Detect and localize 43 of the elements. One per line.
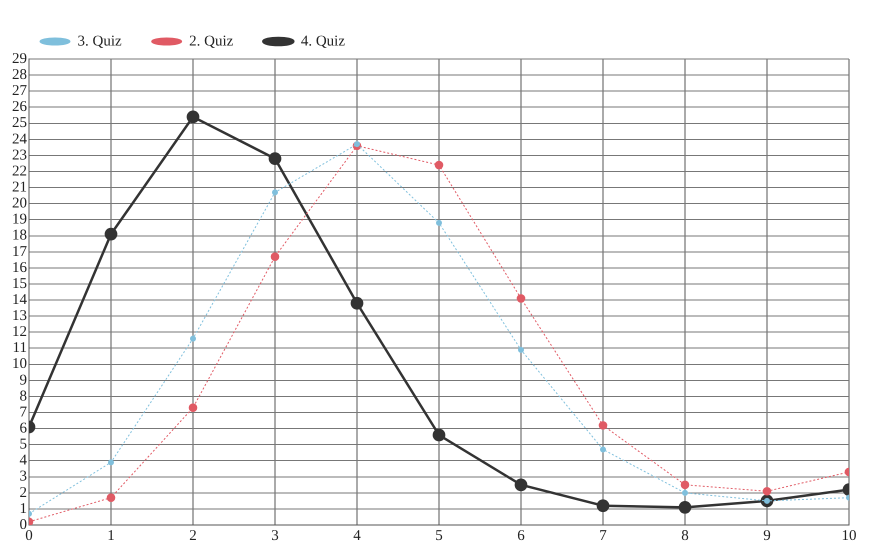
legend-label: 4. Quiz	[300, 33, 346, 50]
y-tick-label: 18	[12, 228, 27, 244]
y-tick-label: 12	[12, 324, 27, 340]
y-tick-label: 11	[12, 340, 27, 356]
x-tick-label: 9	[763, 528, 771, 544]
y-tick-label: 14	[12, 292, 28, 308]
y-tick-label: 6	[20, 420, 28, 437]
x-tick-label: 1	[107, 528, 115, 544]
y-tick-label: 9	[20, 372, 27, 388]
y-tick-label: 3	[20, 468, 27, 485]
y-tick-label: 1	[20, 500, 27, 517]
y-tick-label: 23	[12, 147, 27, 164]
x-tick-label: 5	[435, 528, 443, 544]
y-tick-label: 28	[12, 67, 27, 84]
y-tick-label: 17	[12, 244, 28, 260]
y-tick-label: 21	[12, 179, 27, 196]
y-tick-label: 8	[20, 388, 27, 404]
legend-label: 2. Quiz	[189, 33, 234, 50]
x-tick-label: 4	[353, 528, 362, 544]
y-tick-label: 22	[12, 163, 27, 180]
y-tick-label: 16	[12, 260, 28, 276]
y-tick-label: 24	[12, 131, 28, 148]
y-tick-label: 26	[12, 99, 28, 116]
y-tick-label: 13	[12, 308, 27, 324]
y-tick-label: 10	[12, 356, 27, 372]
x-tick-label: 2	[189, 528, 197, 544]
x-tick-label: 6	[517, 528, 526, 544]
y-tick-label: 20	[12, 196, 27, 212]
x-tick-label: 3	[271, 528, 279, 544]
y-tick-label: 0	[20, 516, 27, 533]
y-tick-label: 4	[20, 452, 28, 469]
x-tick-label: 10	[842, 528, 856, 544]
y-tick-label: 5	[20, 436, 27, 453]
y-tick-label: 19	[12, 212, 27, 228]
x-tick-label: 8	[681, 528, 689, 544]
legend-label: 3. Quiz	[78, 33, 122, 50]
y-tick-label: 25	[12, 115, 27, 132]
y-tick-label: 29	[12, 50, 27, 67]
y-tick-label: 2	[20, 484, 27, 501]
y-tick-label: 15	[12, 276, 27, 292]
y-tick-label: 7	[20, 404, 28, 420]
y-tick-label: 27	[12, 83, 28, 100]
x-tick-label: 7	[599, 528, 608, 544]
